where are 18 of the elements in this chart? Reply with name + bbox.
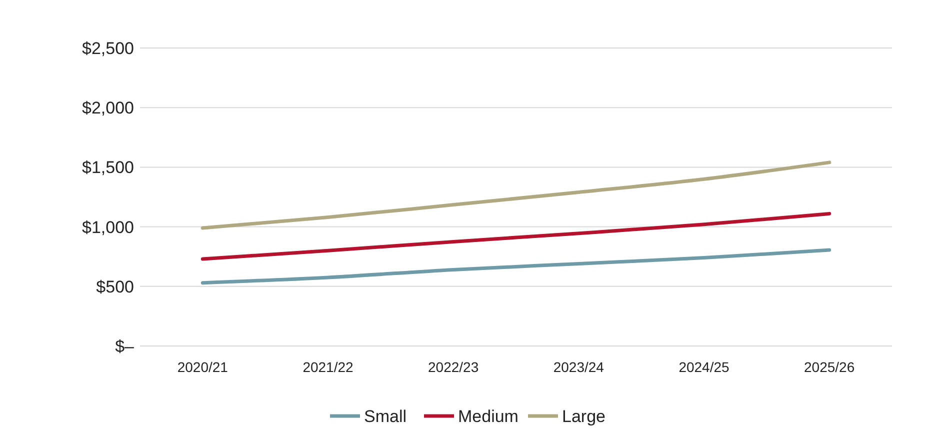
y-tick-label: $2,500 — [82, 38, 134, 58]
x-tick-label: 2022/23 — [428, 359, 479, 375]
y-tick-label: $500 — [96, 277, 134, 296]
x-tick-label: 2024/25 — [678, 359, 730, 375]
line-series — [200, 248, 832, 285]
x-tick-label: 2020/21 — [177, 359, 228, 375]
legend-label: Small — [364, 406, 407, 426]
y-tick-label: $1,000 — [82, 218, 134, 237]
line-series — [200, 212, 832, 261]
y-tick-label: $1,500 — [82, 158, 134, 178]
y-tick-label: $– — [115, 336, 135, 356]
x-tick-label: 2025/26 — [804, 359, 855, 375]
x-tick-label: 2023/24 — [553, 359, 604, 375]
line-series — [200, 160, 832, 230]
legend-label: Large — [562, 406, 606, 426]
legend-label: Medium — [458, 406, 518, 426]
y-tick-label: $2,000 — [82, 98, 134, 118]
x-tick-label: 2021/22 — [302, 359, 354, 375]
